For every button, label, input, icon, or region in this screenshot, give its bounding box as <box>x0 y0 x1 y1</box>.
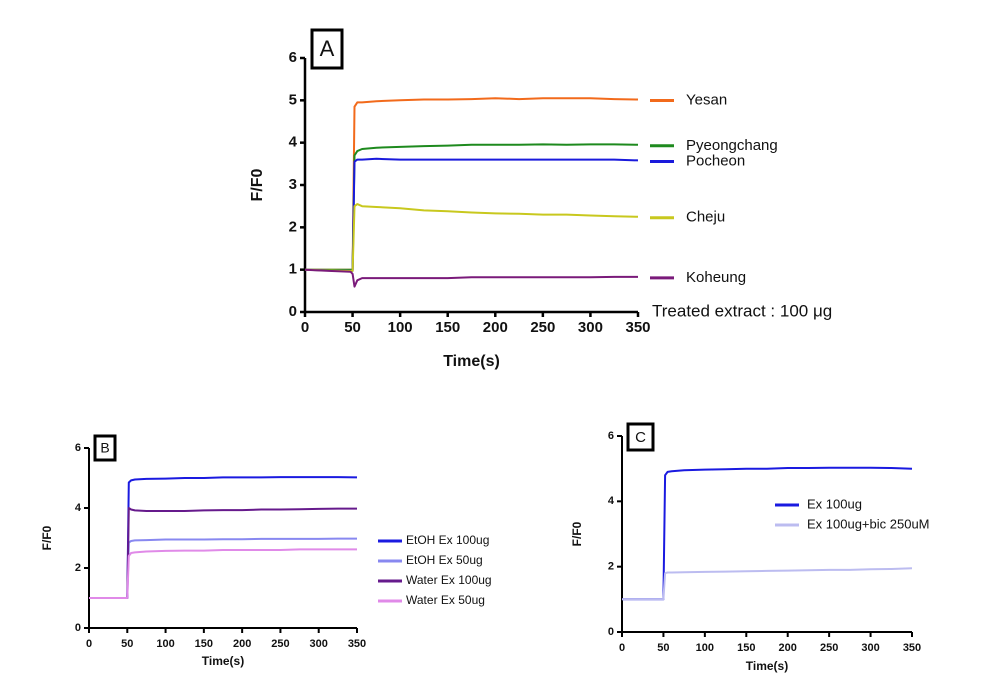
y-tick-label: 0 <box>289 303 297 320</box>
panel-label-box <box>93 434 117 462</box>
x-tick-label: 200 <box>233 638 251 650</box>
y-axis-label: F/F0 <box>570 521 584 546</box>
panel-label: A <box>320 36 335 61</box>
legend-label: Ex 100ug <box>807 496 862 511</box>
x-tick-label: 350 <box>625 319 650 336</box>
x-tick-label: 0 <box>86 638 92 650</box>
y-tick-label: 5 <box>289 91 297 108</box>
x-tick-label: 250 <box>820 642 838 654</box>
legend-label: Water Ex 50ug <box>406 593 485 607</box>
y-axis-label: F/F0 <box>249 168 266 201</box>
y-tick-label: 6 <box>608 430 614 442</box>
x-tick-label: 50 <box>344 319 361 336</box>
x-axis-label: Time(s) <box>443 353 500 370</box>
y-tick-label: 4 <box>75 502 82 514</box>
x-tick-label: 100 <box>156 638 174 650</box>
x-tick-label: 100 <box>696 642 714 654</box>
legend-label: Water Ex 100ug <box>406 573 492 587</box>
x-tick-label: 50 <box>121 638 133 650</box>
y-tick-label: 4 <box>289 134 298 151</box>
x-tick-label: 150 <box>195 638 213 650</box>
y-tick-label: 4 <box>608 495 615 507</box>
x-tick-label: 250 <box>271 638 289 650</box>
y-tick-label: 0 <box>608 626 614 638</box>
x-tick-label: 100 <box>388 319 413 336</box>
legend-label: EtOH Ex 100ug <box>406 533 489 547</box>
y-tick-label: 2 <box>608 561 614 573</box>
annotation: Treated extract : 100 μg <box>652 301 832 320</box>
x-tick-label: 300 <box>578 319 603 336</box>
y-tick-label: 0 <box>75 622 81 634</box>
panel-label: C <box>635 429 646 446</box>
x-tick-label: 350 <box>903 642 921 654</box>
legend-label: Koheung <box>686 269 746 286</box>
legend-label: Pyeongchang <box>686 137 778 154</box>
legend-label: Yesan <box>686 91 727 108</box>
y-axis-label: F/F0 <box>40 525 54 550</box>
x-tick-label: 150 <box>737 642 755 654</box>
x-tick-label: 350 <box>348 638 366 650</box>
series-line <box>622 567 913 601</box>
x-tick-label: 300 <box>861 642 879 654</box>
x-axis-label: Time(s) <box>202 654 244 668</box>
series-line <box>304 203 639 272</box>
y-tick-label: 2 <box>289 218 297 235</box>
y-tick-label: 6 <box>289 49 297 66</box>
panel-label-box <box>626 422 655 452</box>
series-line <box>89 548 357 599</box>
x-tick-label: 250 <box>530 319 555 336</box>
x-tick-label: 50 <box>657 642 669 654</box>
legend-label: Cheju <box>686 209 725 226</box>
x-tick-label: 300 <box>310 638 328 650</box>
x-axis-label: Time(s) <box>746 659 788 673</box>
y-tick-label: 3 <box>289 176 297 193</box>
x-tick-label: 0 <box>301 319 309 336</box>
legend-label: EtOH Ex 50ug <box>406 553 483 567</box>
legend-label: Ex 100ug+bic 250uM <box>807 516 930 531</box>
series-line <box>304 268 638 288</box>
y-tick-label: 6 <box>75 442 81 454</box>
panel-label-box <box>310 28 344 70</box>
x-tick-label: 200 <box>779 642 797 654</box>
legend-label: Pocheon <box>686 152 745 169</box>
x-tick-label: 150 <box>435 319 460 336</box>
y-tick-label: 2 <box>75 562 81 574</box>
x-tick-label: 200 <box>483 319 508 336</box>
panel-label: B <box>100 440 109 456</box>
x-tick-label: 0 <box>619 642 625 654</box>
y-tick-label: 1 <box>289 261 297 278</box>
